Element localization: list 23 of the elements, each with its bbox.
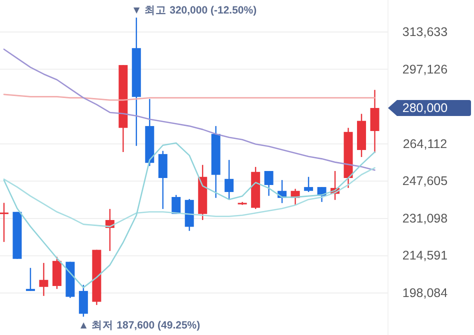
candlestick — [0, 202, 8, 243]
line-series — [3, 142, 376, 288]
y-tick-label: 231,098 — [402, 211, 448, 226]
candlestick — [158, 150, 168, 210]
candlestick — [370, 89, 380, 154]
candlestick — [224, 159, 234, 201]
candlestick — [78, 284, 88, 318]
y-tick-label: 297,126 — [402, 62, 448, 76]
candlestick — [26, 267, 35, 292]
candlestick — [172, 194, 181, 215]
annotation: ▼ 최고 320,000 (-12.50%) — [131, 4, 257, 17]
price-tag: 280,000 — [388, 100, 471, 116]
annotation: ▲ 최저 187,600 (49.25%) — [78, 320, 200, 332]
y-tick-label: 264,112 — [402, 136, 448, 151]
y-tick-label: 198,084 — [402, 286, 448, 300]
candlestick — [39, 262, 48, 297]
candlestick — [304, 176, 314, 193]
y-tick-label: 313,633 — [402, 25, 448, 39]
line-series — [3, 48, 376, 171]
y-tick-label: 247,605 — [402, 174, 448, 188]
candlestick — [264, 170, 274, 196]
line-series — [3, 167, 376, 228]
y-tick-label: 214,591 — [402, 248, 448, 263]
